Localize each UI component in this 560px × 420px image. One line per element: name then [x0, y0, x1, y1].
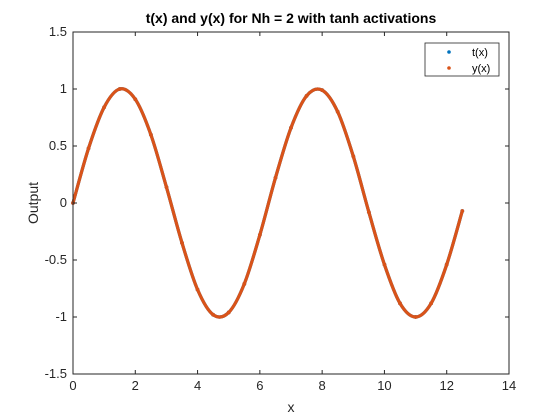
legend-box [424, 42, 500, 77]
y-tick-label: -0.5 [45, 252, 67, 267]
legend-marker-y [447, 66, 451, 70]
series-1-point [102, 105, 107, 110]
series-1-point [211, 312, 216, 317]
series-1-point [351, 154, 356, 159]
series-1-point [148, 132, 153, 137]
y-tick-label: 1 [60, 81, 67, 96]
chart-title: t(x) and y(x) for Nh = 2 with tanh activ… [146, 10, 437, 26]
series-1-point [195, 287, 200, 292]
y-axis-ticks: -1.5 -1 -0.5 0 0.5 1 1.5 [45, 24, 509, 381]
series-1-point [164, 185, 169, 189]
legend-marker-t [447, 50, 451, 54]
series-1-point [180, 241, 184, 245]
series-layer [71, 87, 465, 319]
series-1-point [460, 209, 465, 213]
series-1-point [289, 125, 293, 130]
series-1-point [398, 301, 402, 306]
x-axis-ticks: 0 2 4 6 8 10 12 14 [69, 32, 516, 393]
series-1-point [133, 97, 138, 102]
x-tick-label: 8 [319, 378, 326, 393]
x-tick-label: 2 [132, 378, 139, 393]
series-1-point [444, 262, 449, 267]
x-tick-label: 4 [194, 378, 201, 393]
series-1-point [242, 282, 247, 286]
y-tick-label: -1 [55, 309, 67, 324]
series-1-curve [71, 87, 464, 319]
series-1-point [226, 310, 231, 315]
series-1-point [382, 262, 387, 267]
series-1-point [257, 233, 262, 237]
y-axis-label: Output [25, 182, 41, 224]
series-1-point [304, 93, 309, 98]
legend: t(x) y(x) [424, 42, 500, 77]
series-1-point [413, 315, 418, 319]
x-tick-label: 0 [69, 378, 76, 393]
series-1-point [273, 176, 278, 180]
y-tick-label: 1.5 [49, 24, 67, 39]
plot-area [73, 32, 509, 374]
series-1-point [117, 87, 122, 91]
x-tick-label: 6 [256, 378, 263, 393]
series-1-point [366, 210, 371, 215]
x-tick-label: 10 [377, 378, 391, 393]
x-tick-label: 12 [439, 378, 453, 393]
y-tick-label: 0.5 [49, 138, 67, 153]
legend-label-y: y(x) [472, 63, 490, 75]
y-tick-label: 0 [60, 195, 67, 210]
series-1-point [320, 88, 325, 93]
series-1-point [86, 146, 91, 151]
x-tick-label: 14 [502, 378, 516, 393]
y-tick-label: -1.5 [45, 366, 67, 381]
legend-label-t: t(x) [472, 47, 488, 59]
series-1-point [335, 109, 340, 114]
x-axis-label: x [288, 399, 295, 415]
series-1-point [429, 301, 434, 306]
